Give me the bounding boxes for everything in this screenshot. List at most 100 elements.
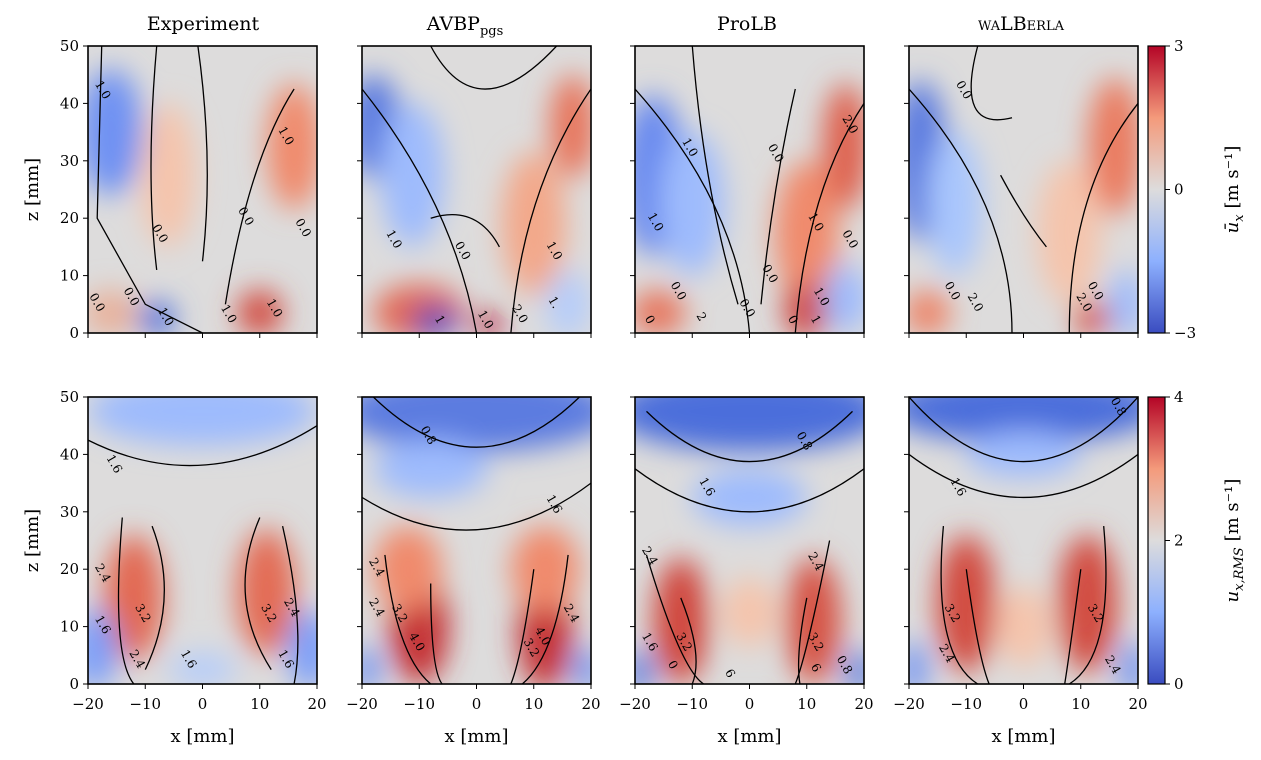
heatmap-blob [88,289,139,333]
heatmap-field: 1.01.00.02.01.00.00.00.00.01.02 0 10 [635,46,864,333]
y-tick-label: 50 [60,37,79,55]
heatmap-blob [88,68,143,196]
x-axis-label: x [mm] [991,726,1055,747]
contour-line [691,46,739,305]
y-axis-label: z [mm] [22,158,43,221]
contour-line [680,597,697,684]
heatmap-blob [653,557,709,684]
contour-line [510,88,591,333]
heatmap-blob [373,440,488,498]
contour-line [224,88,295,305]
heatmap-blob [412,307,459,333]
heatmap-blob [927,132,983,276]
heatmap-blob [362,397,591,452]
x-tick-label: −20 [619,695,651,713]
y-tick-label: 30 [60,152,79,170]
heatmap-blob [996,586,1051,667]
colorbar-tick-label: 4 [1174,388,1184,406]
panel-r1-c3: 0.81.63.22.43.22.4 −20 −10 0 10 20 x [mm] [893,396,1148,747]
contour-line [117,517,135,684]
x-tick-label: 10 [1071,695,1090,713]
y-tick-label: 20 [60,209,79,227]
heatmap-blob [138,301,176,333]
contour-line [635,88,751,333]
heatmap-blob [168,652,237,684]
contour-line [760,88,796,305]
heatmap-blob [236,529,297,656]
contour-line [646,410,853,463]
x-tick-label: −10 [129,695,161,713]
heatmap-blob [635,397,864,452]
panels: 1.00.00.01.00.00.0 0.01.0 1.0 1.0 0 10 20 30 40 5… [22,37,1148,747]
colorbars: 3 0 −3 ūx[m s⁻¹] 4 2 0 ux,RMS[m s⁻¹] [1147,37,1247,693]
heatmap-blob [1108,269,1138,333]
contour-line [372,397,580,448]
heatmap-blob [786,557,842,684]
x-tick-label: 20 [581,695,600,713]
heatmap-blob [783,281,830,333]
heatmap-blob [966,431,1081,478]
contour-line [1064,569,1082,684]
colorbar-tick-label: 0 [1174,675,1184,693]
heatmap-blob [474,312,502,333]
colorbar-tick-label: 2 [1174,532,1184,550]
panel-r1-c1: 0.81.62.42.4 3.24.0 4.03.22.4 −20 −10 0 10 20 x … [346,396,601,747]
contour-line [430,583,443,684]
col-title-avbp-subscript: pgs [480,24,503,39]
x-tick-label: 0 [472,695,482,713]
y-tick-label: 10 [60,618,79,636]
x-tick-label: 10 [524,695,543,713]
x-tick-label: −20 [346,695,378,713]
x-tick-label: 20 [854,695,873,713]
x-tick-label: 0 [198,695,208,713]
colorbar-gradient [1147,45,1166,334]
heatmap-blob [692,468,807,527]
heatmap-blob [722,577,777,647]
contour-line [281,525,299,684]
contour-line [909,397,1138,463]
y-tick-label: 10 [60,267,79,285]
panel-r0-c0: 1.00.00.01.00.00.0 0.01.0 1.0 1.0 0 10 20 30 40 5… [22,37,318,342]
colorbar-0: 3 0 −3 ūx[m s⁻¹] [1147,37,1247,342]
contour-line [150,46,158,270]
contour-line [96,46,203,333]
heatmap-blob [1057,534,1118,673]
contour-line [797,597,808,684]
contour-line [430,46,558,90]
x-tick-label: −20 [72,695,104,713]
col-title-avbp: AVBPpgs [426,13,504,39]
heatmap-blob [88,397,317,446]
colorbar-label: ūx[m s⁻¹] [1222,146,1247,234]
x-axis-label: x [mm] [170,726,234,747]
colorbar-gradient [1147,396,1166,685]
heatmap-blob [572,646,591,684]
y-tick-label: 20 [60,560,79,578]
heatmap-blob [635,649,654,684]
contour-line [244,517,272,670]
heatmap-blob [362,646,381,684]
heatmap-blob [909,289,951,333]
x-tick-label: −10 [403,695,435,713]
heatmap-blob [236,289,283,333]
heatmap-blob [287,609,317,684]
heatmap-blob [88,609,118,684]
contour-line [645,554,705,684]
col-title-experiment: Experiment [147,13,260,35]
heatmap-field: 0.00.0 2.0 2.00.0 [909,46,1138,333]
x-axis-label: x [mm] [444,726,508,747]
colorbar-tick-label: 0 [1174,181,1184,199]
heatmap-blob [936,534,997,673]
y-tick-label: 0 [69,324,79,342]
colorbar-label: ux,RMS[m s⁻¹] [1222,479,1247,603]
y-tick-label: 0 [69,675,79,693]
heatmap-blob [1087,77,1138,216]
x-tick-label: 20 [1128,695,1147,713]
contour-line [510,569,535,684]
x-axis-label: x [mm] [717,726,781,747]
colorbar-tick-label: 3 [1174,37,1184,55]
contour-line [970,46,1013,121]
heatmap-blob [822,264,864,333]
heatmap-blob [1037,160,1102,305]
